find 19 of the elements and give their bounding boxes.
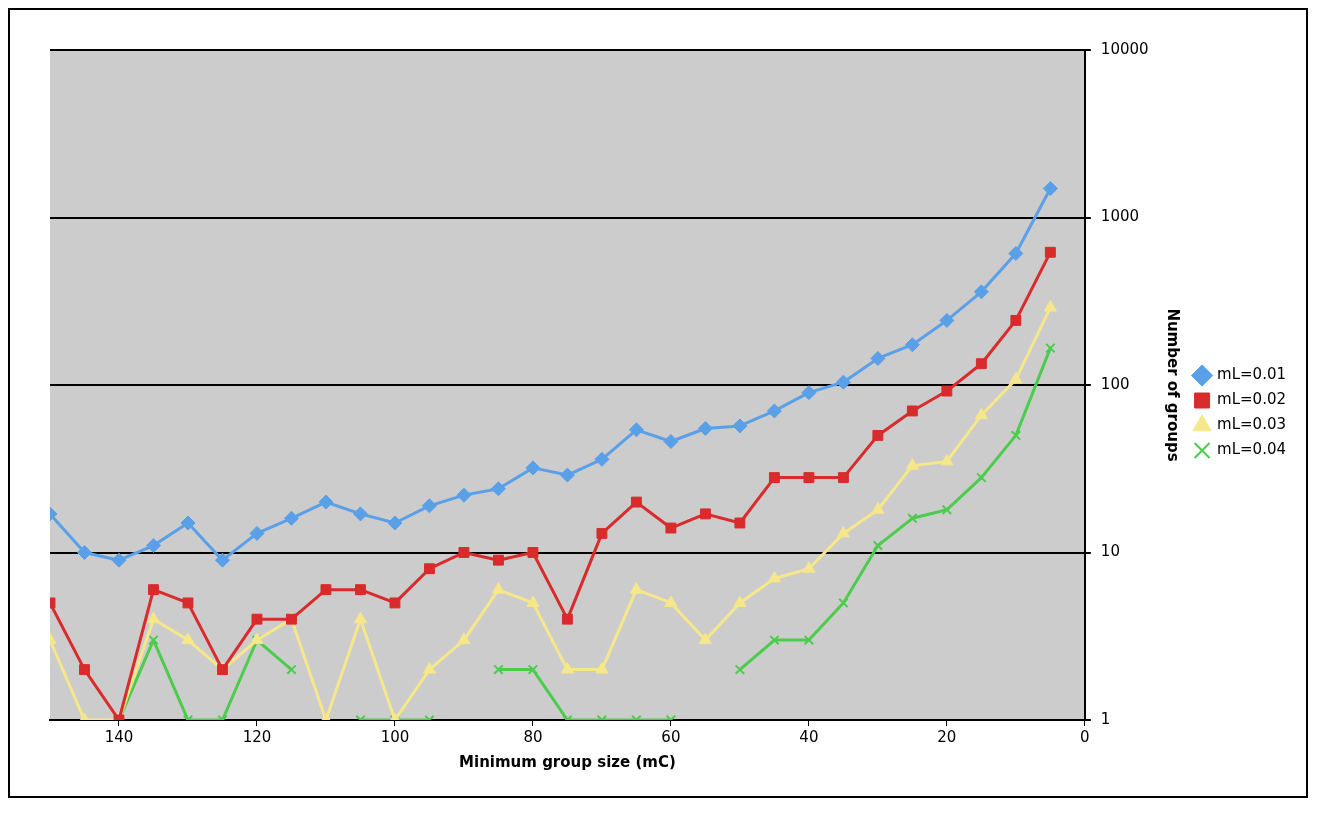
y-tick-label: 10000 — [1100, 39, 1149, 58]
y-axis-title: Number of groups — [1163, 308, 1182, 462]
legend-label: mL=0.01 — [1217, 365, 1286, 384]
x-tick-label: 40 — [799, 727, 819, 746]
y-tick-label: 1 — [1100, 709, 1111, 728]
y-tick-label: 10 — [1100, 542, 1120, 561]
x-tick-label: 140 — [104, 727, 134, 746]
legend-label: mL=0.03 — [1217, 415, 1286, 434]
y-tick-label: 100 — [1100, 374, 1130, 393]
x-tick-label: 60 — [661, 727, 681, 746]
x-tick-label: 100 — [380, 727, 410, 746]
x-tick-label: 80 — [523, 727, 543, 746]
x-tick-label: 20 — [937, 727, 957, 746]
x-axis-title: Minimum group size (mC) — [459, 752, 676, 771]
x-tick-label: 120 — [242, 727, 272, 746]
legend-label: mL=0.02 — [1217, 390, 1286, 409]
y-tick-label: 1000 — [1100, 207, 1140, 226]
x-tick-label: 0 — [1080, 727, 1090, 746]
legend-label: mL=0.04 — [1217, 440, 1286, 459]
